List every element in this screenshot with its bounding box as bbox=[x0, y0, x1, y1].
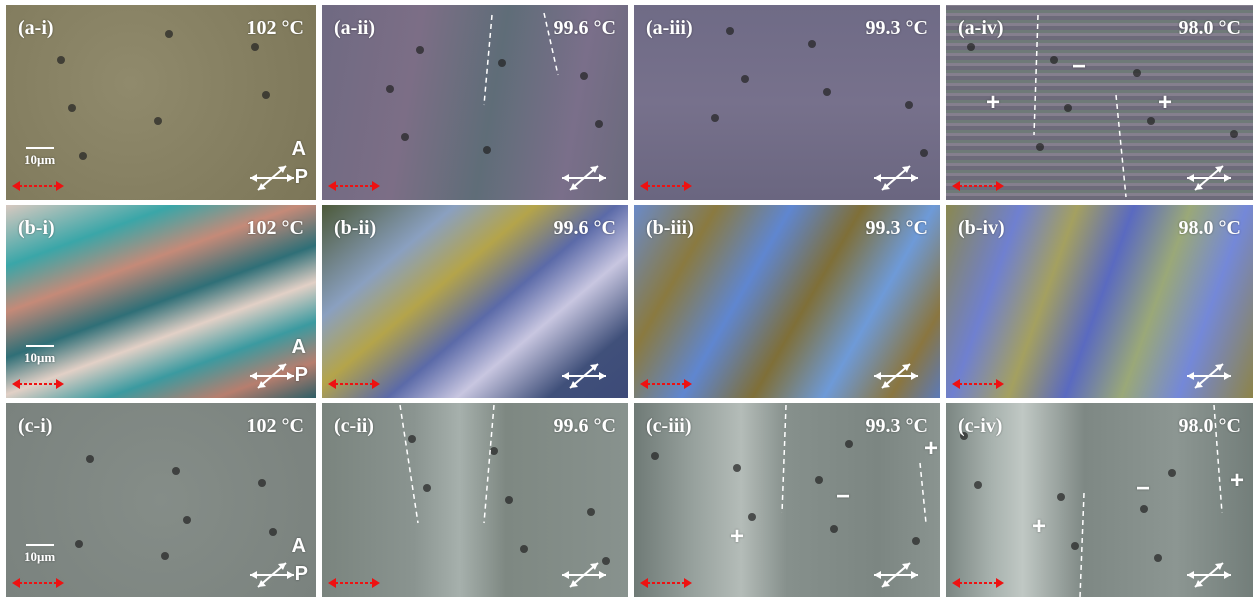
temperature: 102 °C bbox=[247, 415, 304, 438]
domain-sign: + bbox=[1032, 513, 1046, 541]
panel-label: (a-iii) bbox=[646, 17, 693, 40]
panel-label: (b-iii) bbox=[646, 217, 694, 240]
scale-bar-label: 10μm bbox=[24, 152, 55, 168]
temperature: 102 °C bbox=[247, 17, 304, 40]
domain-sign: − bbox=[836, 483, 850, 511]
micrograph-panel: (c-ii) 99.6 °C bbox=[322, 403, 628, 597]
domain-sign: + bbox=[1158, 89, 1172, 117]
micrograph-panel: (c-iv) 98.0 °C + − + bbox=[946, 403, 1253, 597]
panel-label: (b-i) bbox=[18, 217, 55, 240]
temperature: 102 °C bbox=[247, 217, 304, 240]
micrograph-panel: (b-iii) 99.3 °C bbox=[634, 205, 940, 398]
analyzer-label: A bbox=[292, 138, 306, 161]
domain-sign: + bbox=[1230, 467, 1244, 495]
domain-sign: + bbox=[730, 523, 744, 551]
panel-label: (c-iv) bbox=[958, 415, 1002, 438]
temperature: 99.6 °C bbox=[554, 415, 616, 438]
temperature: 99.3 °C bbox=[866, 17, 928, 40]
domain-sign: − bbox=[1072, 53, 1086, 81]
panel-label: (c-iii) bbox=[646, 415, 692, 438]
temperature: 98.0 °C bbox=[1179, 17, 1241, 40]
domain-sign: + bbox=[986, 89, 1000, 117]
figure: (a-i)102 °C10μmAP(a-ii)99.6 °C(a-iii)99.… bbox=[0, 0, 1253, 597]
temperature: 98.0 °C bbox=[1179, 415, 1241, 438]
temperature: 99.3 °C bbox=[866, 217, 928, 240]
polarizer-label: P bbox=[295, 364, 308, 387]
temperature: 98.0 °C bbox=[1179, 217, 1241, 240]
micrograph-panel: (b-iv) 98.0 °C bbox=[946, 205, 1253, 398]
temperature: 99.6 °C bbox=[554, 217, 616, 240]
scale-bar-label: 10μm bbox=[24, 549, 55, 565]
micrograph-panel: (a-iv) 98.0 °C − + + bbox=[946, 5, 1253, 200]
panel-label: (c-i) bbox=[18, 415, 52, 438]
micrograph-panel: (a-ii) 99.6 °C bbox=[322, 5, 628, 200]
panel-label: (b-ii) bbox=[334, 217, 376, 240]
temperature: 99.6 °C bbox=[554, 17, 616, 40]
analyzer-label: A bbox=[292, 535, 306, 558]
panel-label: (a-iv) bbox=[958, 17, 1004, 40]
micrograph-panel: (b-ii) 99.6 °C bbox=[322, 205, 628, 398]
polarizer-label: P bbox=[295, 166, 308, 189]
panel-label: (a-i) bbox=[18, 17, 54, 40]
panel-label: (a-ii) bbox=[334, 17, 375, 40]
domain-sign: − bbox=[1136, 475, 1150, 503]
micrograph-panel: (c-iii)99.3 °C+−+ bbox=[634, 403, 940, 597]
panel-label: (c-ii) bbox=[334, 415, 374, 438]
polarizer-label: P bbox=[295, 563, 308, 586]
analyzer-label: A bbox=[292, 336, 306, 359]
micrograph-panel: (a-iii) 99.3 °C bbox=[634, 5, 940, 200]
domain-sign: + bbox=[924, 435, 938, 463]
temperature: 99.3 °C bbox=[866, 415, 928, 438]
panel-label: (b-iv) bbox=[958, 217, 1005, 240]
scale-bar-label: 10μm bbox=[24, 350, 55, 366]
